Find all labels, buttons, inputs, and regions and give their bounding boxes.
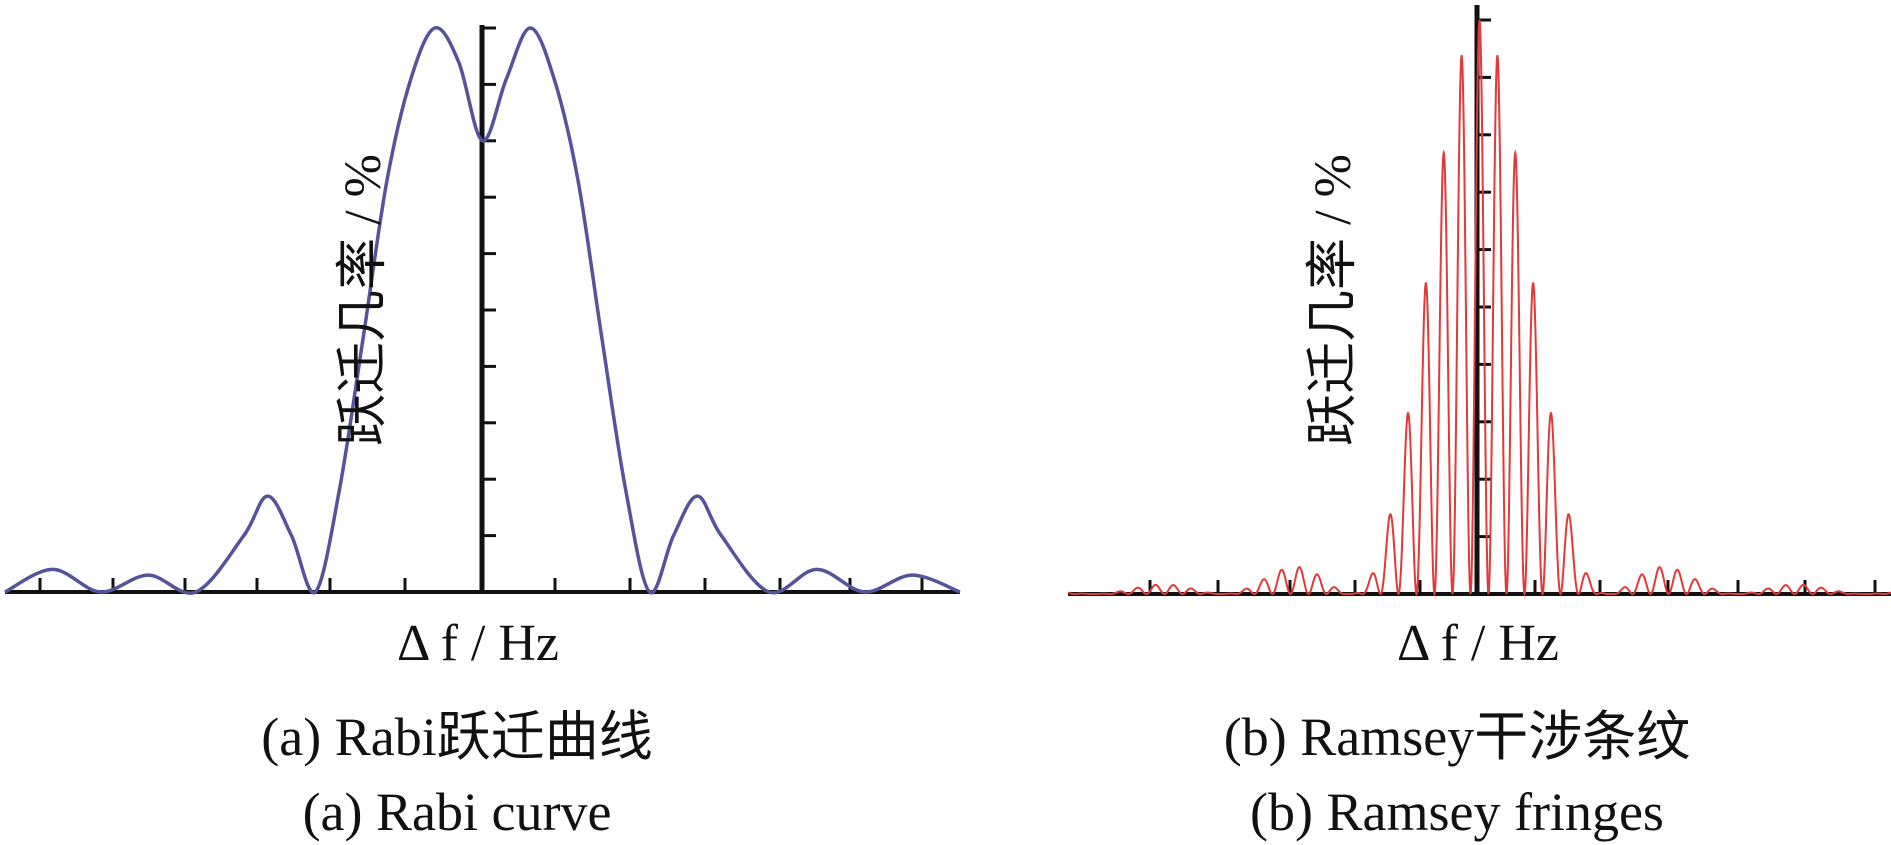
rabi-curve-line — [4, 26, 961, 595]
x-axis-label-b: Δ f / Hz — [1397, 615, 1559, 672]
x-ticks-b — [1148, 580, 1877, 594]
y-axis-label-b: 跃迁几率 / % — [1305, 154, 1362, 446]
y-ticks-a — [482, 26, 496, 538]
x-axis-label-a: Δ f / Hz — [397, 615, 559, 672]
ramsey-fringes-line — [1067, 19, 1891, 598]
caption-cn-b: (b) Ramsey干涉条纹 — [1224, 707, 1690, 767]
chart-panel-a: 跃迁几率 / % Δ f / Hz (a) Rabi跃迁曲线 (a) Rabi … — [4, 25, 961, 842]
y-axis-label-a: 跃迁几率 / % — [335, 154, 392, 446]
caption-cn-a: (a) Rabi跃迁曲线 — [261, 707, 652, 767]
caption-en-b: (b) Ramsey fringes — [1250, 782, 1664, 842]
caption-en-a: (a) Rabi curve — [303, 782, 612, 842]
chart-panel-b: 跃迁几率 / % Δ f / Hz (b) Ramsey干涉条纹 (b) Ram… — [1067, 5, 1891, 842]
y-ticks-b — [1477, 18, 1491, 539]
